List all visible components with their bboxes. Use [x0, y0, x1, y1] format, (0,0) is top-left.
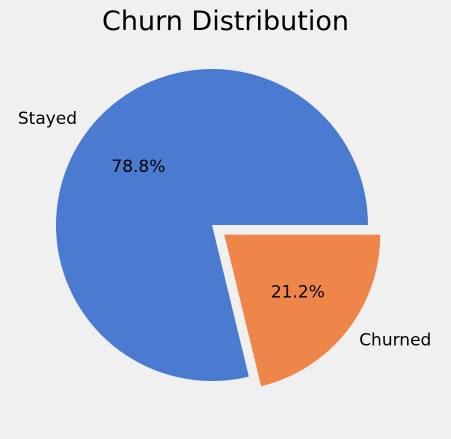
pie-slice-churned — [224, 234, 381, 387]
pie-slice-stayed — [56, 68, 369, 381]
pie-category-label-stayed: Stayed — [18, 109, 77, 129]
pie-pct-label-churned: 21.2% — [271, 282, 325, 302]
chart-title: Churn Distribution — [102, 6, 349, 37]
pie-pct-label-stayed: 78.8% — [111, 157, 165, 177]
pie-category-label-churned: Churned — [359, 331, 431, 351]
